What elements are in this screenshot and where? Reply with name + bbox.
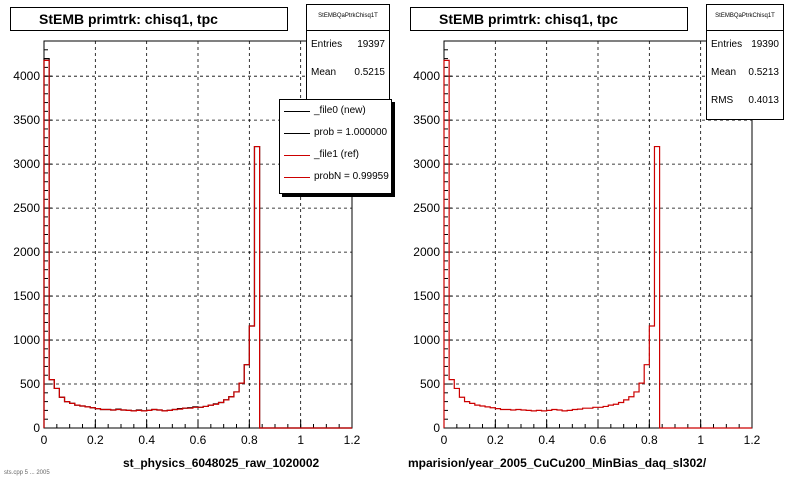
legend-swatch: [284, 155, 310, 156]
legend-entry: probN = 0.99959: [280, 166, 391, 188]
x-tick-label: 0: [441, 433, 448, 447]
y-tick-label: 500: [420, 377, 440, 391]
y-tick-label: 4000: [13, 69, 40, 83]
stats-label: Entries: [711, 39, 743, 50]
panel-title: StEMB primtrk: chisq1, tpc: [410, 7, 688, 31]
stats-box: StEMBQaPtrkChisq1T Entries 19390 Mean 0.…: [706, 4, 784, 120]
x-tick-label: 0.6: [190, 433, 207, 447]
y-tick-label: 2000: [13, 245, 40, 259]
legend-label: probN = 0.99959: [314, 171, 389, 182]
stats-label: Entries: [311, 39, 343, 50]
stats-label: RMS: [711, 95, 734, 106]
histogram-series-line: [443, 59, 752, 429]
y-tick-label: 0: [433, 421, 440, 435]
y-tick-label: 3000: [13, 157, 40, 171]
stats-row-entries: Entries 19390: [707, 31, 783, 59]
panel-title: StEMB primtrk: chisq1, tpc: [10, 7, 288, 31]
legend-label: prob = 1.000000: [314, 127, 388, 138]
y-tick-label: 1000: [413, 333, 440, 347]
legend-entry: _file1 (ref): [280, 144, 391, 166]
x-tick-label: 1: [297, 433, 304, 447]
stats-row-mean: Mean 0.5215: [307, 59, 389, 87]
y-tick-label: 2500: [13, 201, 40, 215]
y-tick-label: 4000: [413, 69, 440, 83]
legend-label: _file0 (new): [314, 105, 366, 116]
y-tick-label: 1500: [413, 289, 440, 303]
legend-swatch: [284, 133, 310, 134]
stats-row-rms: RMS 0.4013: [707, 87, 783, 115]
legend-entry: _file0 (new): [280, 100, 391, 122]
stats-value: 0.5213: [748, 67, 779, 78]
stats-value: 0.4013: [748, 95, 779, 106]
stats-label: Mean: [311, 67, 337, 78]
stats-value: 0.5215: [354, 67, 385, 78]
legend-label: _file1 (ref): [314, 149, 360, 160]
x-tick-label: 0: [41, 433, 48, 447]
y-tick-label: 2500: [413, 201, 440, 215]
x-tick-label: 1.2: [344, 433, 361, 447]
legend-entry: prob = 1.000000: [280, 122, 391, 144]
stats-row-mean: Mean 0.5213: [707, 59, 783, 87]
y-tick-label: 0: [33, 421, 40, 435]
x-tick-label: 0.6: [590, 433, 607, 447]
stats-value: 19397: [357, 39, 385, 50]
legend: _file0 (new) prob = 1.000000 _file1 (ref…: [279, 99, 392, 194]
legend-swatch: [284, 111, 310, 112]
legend-swatch: [284, 177, 310, 178]
x-tick-label: 0.2: [87, 433, 104, 447]
x-axis-label: st_physics_6048025_raw_1020002: [123, 456, 320, 470]
y-tick-label: 2000: [413, 245, 440, 259]
y-tick-label: 3500: [13, 113, 40, 127]
stats-row-entries: Entries 19397: [307, 31, 389, 59]
footer-text: sts.cpp 5 ... 2005: [4, 470, 50, 476]
x-tick-label: 0.8: [641, 433, 658, 447]
x-tick-label: 1: [697, 433, 704, 447]
y-tick-label: 1500: [13, 289, 40, 303]
x-tick-label: 1.2: [744, 433, 761, 447]
stats-label: Mean: [711, 67, 737, 78]
stats-histogram-name: StEMBQaPtrkChisq1T: [707, 5, 783, 31]
stats-histogram-name: StEMBQaPtrkChisq1T: [307, 5, 389, 31]
x-tick-label: 0.4: [138, 433, 155, 447]
histogram-series-line: [43, 59, 352, 429]
x-tick-label: 0.8: [241, 433, 258, 447]
stats-value: 19390: [751, 39, 779, 50]
y-tick-label: 1000: [13, 333, 40, 347]
x-axis-label: mparision/year_2005_CuCu200_MinBias_daq_…: [408, 456, 707, 470]
y-tick-label: 3000: [413, 157, 440, 171]
x-tick-label: 0.4: [538, 433, 555, 447]
y-tick-label: 500: [20, 377, 40, 391]
y-tick-label: 3500: [413, 113, 440, 127]
x-tick-label: 0.2: [487, 433, 504, 447]
